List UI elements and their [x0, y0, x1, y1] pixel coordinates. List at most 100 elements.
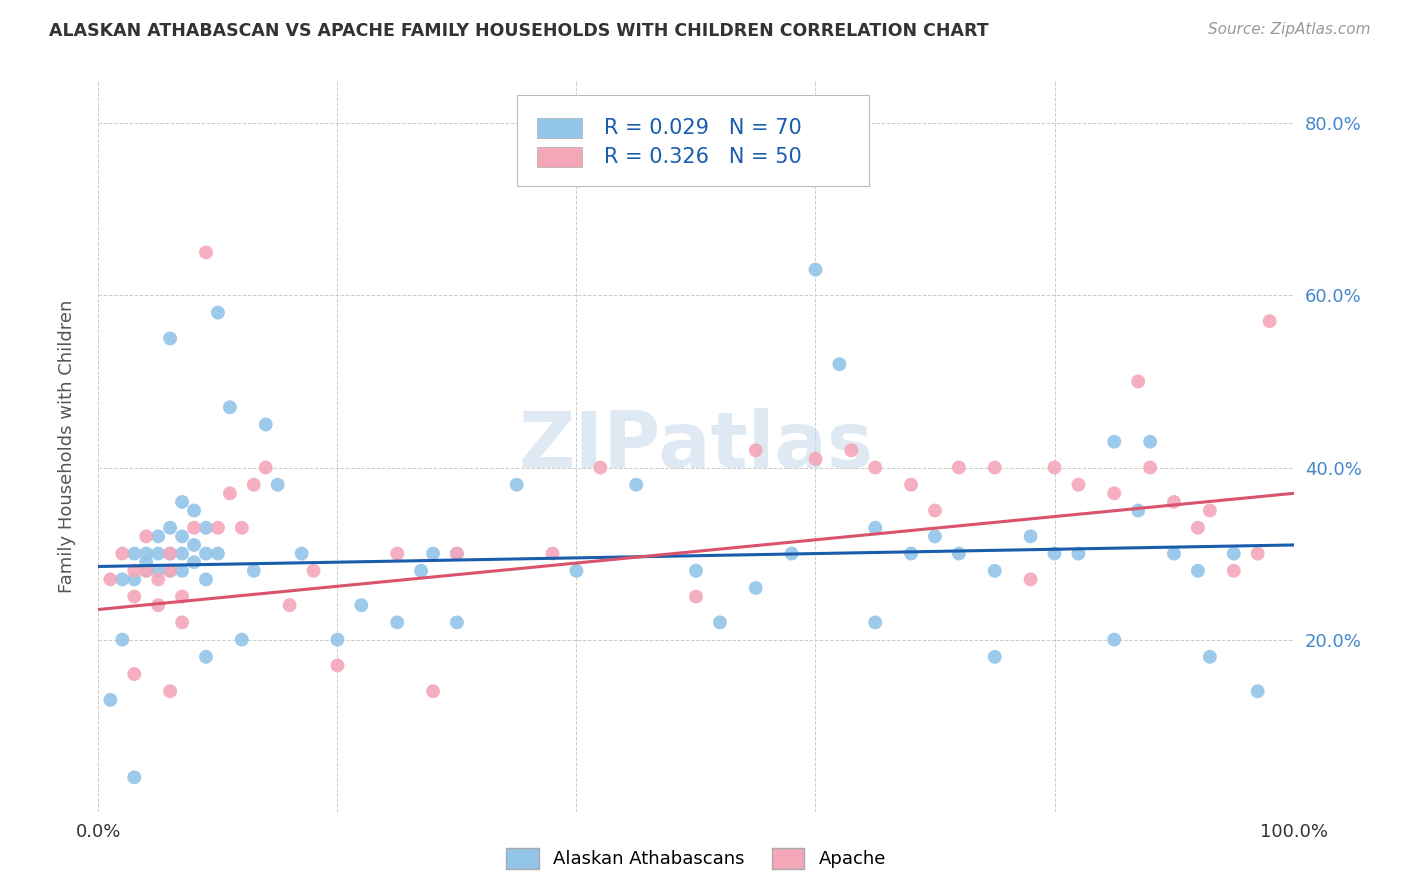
Bar	[537, 118, 582, 138]
Point	[326, 632, 349, 647]
Point	[984, 649, 1007, 664]
Point	[111, 573, 134, 587]
Point	[446, 547, 468, 561]
Point	[385, 547, 409, 561]
Point	[865, 615, 887, 630]
Point	[1163, 495, 1185, 509]
Point	[267, 477, 290, 491]
Point	[865, 460, 887, 475]
Point	[159, 521, 181, 535]
Point	[195, 521, 218, 535]
Point	[172, 615, 194, 630]
Point	[685, 564, 707, 578]
Point	[828, 357, 851, 371]
Point	[124, 564, 146, 578]
Point	[422, 684, 444, 698]
Point	[326, 658, 349, 673]
Point	[804, 262, 827, 277]
Point	[148, 547, 170, 561]
Point	[135, 547, 157, 561]
Point	[124, 667, 146, 681]
Point	[159, 547, 181, 561]
Point	[254, 417, 277, 432]
Point	[745, 443, 768, 458]
Point	[1139, 460, 1161, 475]
Point	[924, 529, 946, 543]
Text: Source: ZipAtlas.com: Source: ZipAtlas.com	[1208, 22, 1371, 37]
Point	[1043, 547, 1066, 561]
Point	[195, 547, 218, 561]
Point	[948, 460, 970, 475]
Point	[148, 598, 170, 612]
Point	[172, 547, 194, 561]
Point	[278, 598, 301, 612]
Point	[1247, 547, 1270, 561]
Point	[685, 590, 707, 604]
Point	[124, 573, 146, 587]
Point	[745, 581, 768, 595]
Point	[1223, 547, 1246, 561]
Point	[1104, 434, 1126, 449]
Point	[1187, 564, 1209, 578]
Point	[159, 684, 181, 698]
Point	[219, 401, 242, 415]
Point	[984, 460, 1007, 475]
Point	[172, 495, 194, 509]
Point	[1019, 573, 1042, 587]
Point	[1128, 503, 1150, 517]
Point	[1067, 547, 1090, 561]
Point	[135, 555, 157, 569]
Point	[159, 564, 181, 578]
Point	[422, 547, 444, 561]
Point	[984, 564, 1007, 578]
Point	[589, 460, 612, 475]
Point	[1139, 434, 1161, 449]
Point	[841, 443, 863, 458]
Point	[98, 573, 122, 587]
Point	[195, 573, 218, 587]
Point	[111, 632, 134, 647]
Point	[411, 564, 433, 578]
Point	[1199, 649, 1222, 664]
Point	[291, 547, 314, 561]
Point	[1104, 486, 1126, 500]
Point	[183, 538, 205, 552]
Point	[626, 477, 648, 491]
Point	[506, 477, 529, 491]
Legend: Alaskan Athabascans, Apache: Alaskan Athabascans, Apache	[499, 840, 893, 876]
Point	[98, 693, 122, 707]
Point	[1247, 684, 1270, 698]
Point	[159, 547, 181, 561]
Text: ZIPatlas: ZIPatlas	[519, 408, 873, 484]
Text: R = 0.029   N = 70: R = 0.029 N = 70	[605, 118, 801, 138]
Point	[135, 564, 157, 578]
Point	[135, 564, 157, 578]
Point	[159, 564, 181, 578]
Point	[231, 521, 253, 535]
Point	[446, 615, 468, 630]
Point	[446, 547, 468, 561]
Text: ALASKAN ATHABASCAN VS APACHE FAMILY HOUSEHOLDS WITH CHILDREN CORRELATION CHART: ALASKAN ATHABASCAN VS APACHE FAMILY HOUS…	[49, 22, 988, 40]
Point	[1043, 460, 1066, 475]
Point	[780, 547, 803, 561]
Point	[1223, 564, 1246, 578]
Point	[1199, 503, 1222, 517]
Point	[111, 547, 134, 561]
Point	[148, 564, 170, 578]
Point	[1128, 375, 1150, 389]
Point	[900, 477, 922, 491]
Point	[148, 573, 170, 587]
Point	[124, 590, 146, 604]
Point	[1104, 632, 1126, 647]
Point	[219, 486, 242, 500]
Y-axis label: Family Households with Children: Family Households with Children	[58, 300, 76, 592]
Point	[865, 521, 887, 535]
Point	[1187, 521, 1209, 535]
Point	[207, 547, 229, 561]
Point	[148, 529, 170, 543]
Point	[709, 615, 731, 630]
Point	[385, 615, 409, 630]
Point	[243, 564, 266, 578]
Point	[172, 564, 194, 578]
Point	[948, 547, 970, 561]
